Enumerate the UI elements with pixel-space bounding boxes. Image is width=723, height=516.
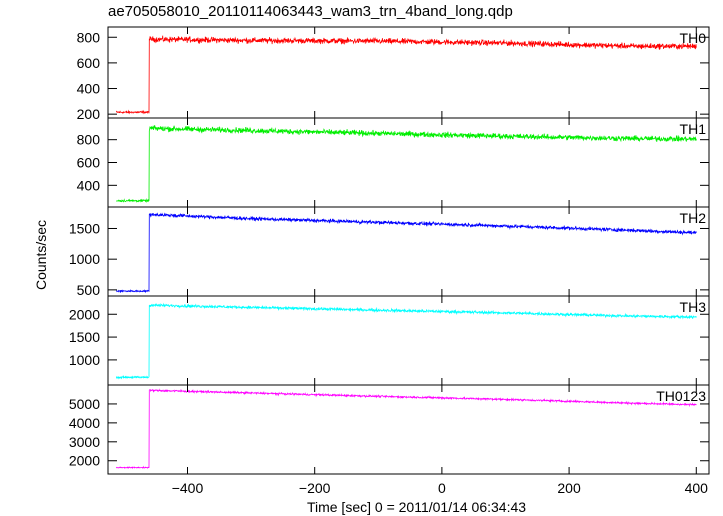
y-tick-label: 1000 bbox=[69, 251, 100, 267]
y-tick-label: 2000 bbox=[69, 453, 100, 469]
x-tick-label: −400 bbox=[172, 480, 204, 496]
series-line-th3 bbox=[115, 302, 697, 380]
y-tick-label: 1000 bbox=[69, 352, 100, 368]
y-axis-label: Counts/sec bbox=[33, 220, 49, 290]
y-tick-label: 600 bbox=[77, 55, 101, 71]
x-tick-label: −200 bbox=[299, 480, 331, 496]
panel-frame-4 bbox=[107, 295, 710, 386]
y-tick-label: 800 bbox=[77, 29, 101, 45]
x-tick-label: 400 bbox=[685, 480, 709, 496]
y-tick-label: 800 bbox=[77, 132, 101, 148]
panel-label-th0123: TH0123 bbox=[656, 388, 706, 404]
x-tick-label: 200 bbox=[557, 480, 581, 496]
series-line-th0123 bbox=[115, 388, 697, 470]
x-tick-label: 0 bbox=[438, 480, 446, 496]
panel-label-th1: TH1 bbox=[680, 121, 707, 137]
panel-label-th2: TH2 bbox=[680, 210, 707, 226]
panel-frame-3 bbox=[107, 206, 710, 297]
y-tick-label: 3000 bbox=[69, 434, 100, 450]
y-tick-label: 1500 bbox=[69, 329, 100, 345]
y-tick-label: 400 bbox=[77, 81, 101, 97]
panel-frame-2 bbox=[107, 117, 710, 208]
y-tick-label: 400 bbox=[77, 177, 101, 193]
y-tick-label: 600 bbox=[77, 155, 101, 171]
y-tick-label: 5000 bbox=[69, 396, 100, 412]
series-line-th0 bbox=[115, 35, 697, 115]
panel-label-th3: TH3 bbox=[680, 299, 707, 315]
x-axis-label: Time [sec] 0 = 2011/01/14 06:34:43 bbox=[307, 499, 526, 515]
y-tick-label: 4000 bbox=[69, 415, 100, 431]
series-line-th1 bbox=[116, 125, 697, 203]
panel-label-th0: TH0 bbox=[680, 30, 707, 46]
y-tick-label: 500 bbox=[77, 282, 101, 298]
y-tick-label: 1500 bbox=[69, 220, 100, 236]
y-tick-label: 200 bbox=[77, 106, 101, 122]
y-tick-label: 2000 bbox=[69, 306, 100, 322]
chart-title: ae705058010_20110114063443_wam3_trn_4ban… bbox=[108, 3, 513, 20]
panel-frame-5 bbox=[107, 384, 710, 475]
series-line-th2 bbox=[116, 212, 697, 294]
